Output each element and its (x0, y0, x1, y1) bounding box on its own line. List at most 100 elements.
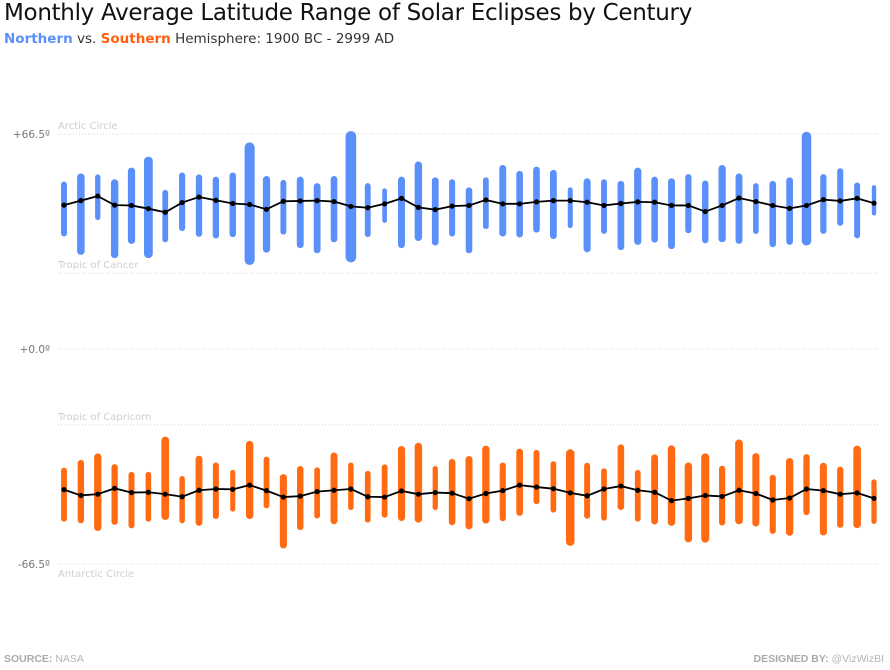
range-bar (414, 161, 423, 242)
range-bar (753, 183, 759, 234)
range-bar (179, 476, 185, 524)
average-point (382, 494, 388, 500)
average-point (567, 490, 573, 496)
average-point (230, 486, 236, 492)
average-point (871, 200, 877, 206)
range-bar (871, 185, 877, 216)
range-bar (111, 464, 118, 525)
range-bar (583, 178, 591, 253)
range-bar (837, 466, 844, 528)
range-bar (162, 189, 169, 243)
subtitle-rest: Hemisphere: 1900 BC - 2999 AD (175, 31, 395, 47)
range-bar (110, 179, 119, 259)
average-point (432, 207, 438, 213)
average-point (213, 486, 219, 492)
average-point (61, 487, 67, 493)
range-bar (245, 440, 254, 520)
average-point (230, 200, 236, 207)
average-point (145, 489, 151, 495)
average-point (331, 487, 337, 493)
average-point (668, 498, 675, 504)
range-bars (61, 131, 877, 549)
average-point (365, 205, 371, 211)
range-bar (735, 439, 743, 525)
average-point (770, 202, 776, 209)
reference-label: Tropic of Cancer (57, 260, 139, 271)
average-point (348, 203, 354, 210)
range-bar (465, 456, 473, 530)
average-point (719, 493, 725, 500)
average-point (803, 486, 810, 492)
range-bar (820, 174, 827, 234)
designer-credit: DESIGNED BY: @VizWizBI (754, 653, 884, 665)
average-point (331, 198, 337, 205)
average-point (871, 495, 877, 501)
range-bar (566, 449, 575, 546)
average-point (196, 194, 202, 200)
average-point (314, 488, 320, 495)
average-point (736, 195, 742, 201)
range-bar (263, 456, 270, 509)
range-bar (465, 187, 473, 254)
range-bar (584, 462, 591, 519)
average-point (652, 489, 658, 495)
average-point (415, 204, 421, 210)
average-point (550, 486, 556, 492)
average-point (787, 205, 793, 211)
average-point (753, 198, 759, 205)
average-point (770, 497, 776, 503)
average-point (314, 198, 320, 204)
range-bar (516, 448, 523, 516)
average-point (432, 489, 438, 496)
average-point (280, 494, 286, 500)
average-point (61, 202, 67, 208)
range-bar (854, 182, 861, 239)
average-point (449, 490, 455, 496)
subtitle-northern: Northern (4, 31, 73, 47)
range-bar (567, 187, 573, 229)
range-bar (61, 467, 67, 522)
subtitle-southern: Southern (100, 31, 171, 47)
average-point (854, 490, 860, 496)
range-bar (634, 469, 641, 522)
range-bar (803, 454, 810, 516)
average-point (837, 491, 843, 497)
range-bar (483, 177, 489, 230)
average-point (533, 484, 540, 490)
range-bar (279, 474, 287, 549)
range-bar (398, 176, 405, 249)
average-point (449, 203, 455, 209)
source-label: SOURCE: (4, 653, 53, 665)
range-bar (752, 453, 760, 527)
reference-label: Tropic of Capricorn (57, 412, 152, 423)
average-point (601, 486, 607, 492)
source-value: NASA (55, 653, 84, 665)
average-point (601, 202, 607, 209)
average-point (95, 491, 101, 497)
average-point (213, 197, 219, 203)
average-lines (61, 193, 877, 504)
average-point (483, 197, 489, 203)
range-bar (128, 471, 135, 529)
range-bar (769, 474, 776, 534)
average-point (398, 488, 405, 494)
series-southern-bars (61, 436, 877, 549)
average-point (145, 206, 151, 212)
average-point (348, 486, 354, 492)
average-point (533, 199, 540, 205)
range-bar (667, 445, 676, 526)
average-point (263, 206, 270, 212)
range-bar (348, 462, 354, 511)
range-bar (280, 179, 287, 235)
average-point (128, 202, 135, 209)
average-point (820, 488, 826, 494)
average-point (702, 492, 708, 499)
average-point (584, 199, 590, 205)
range-bar (296, 176, 304, 249)
average-point (837, 198, 843, 204)
y-tick-label: -66.5º (18, 559, 50, 571)
range-bar (853, 445, 861, 529)
range-bar (499, 165, 507, 237)
range-bar (212, 176, 220, 239)
